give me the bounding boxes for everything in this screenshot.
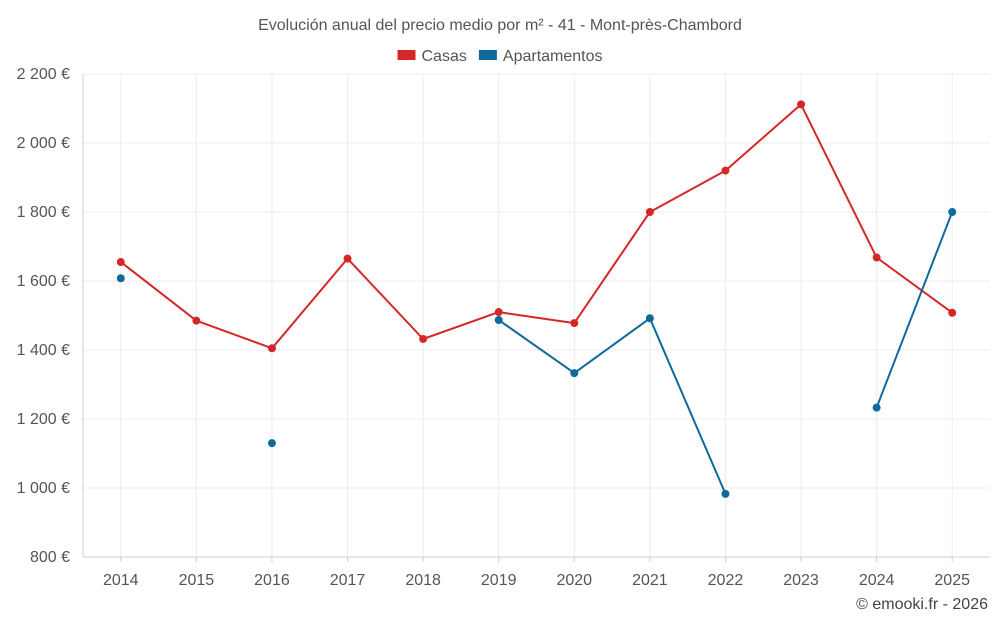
- y-tick-label: 1 600 €: [17, 273, 70, 290]
- data-point-apartamentos[interactable]: [267, 439, 276, 448]
- data-point-casas[interactable]: [797, 100, 806, 109]
- series-apartamentos: [116, 208, 957, 498]
- series-line-apartamentos: [498, 211, 954, 495]
- y-tick-label: 2 200 €: [17, 66, 70, 83]
- x-tick-label: 2016: [254, 572, 290, 589]
- data-point-casas[interactable]: [192, 316, 201, 325]
- y-tick-label: 800 €: [30, 549, 70, 566]
- y-tick-label: 2 000 €: [17, 135, 70, 152]
- legend-swatch: [478, 50, 497, 60]
- data-point-apartamentos[interactable]: [116, 274, 125, 283]
- series-layer: [116, 100, 957, 498]
- x-tick-label: 2021: [632, 572, 668, 589]
- credit-text: © emooki.fr - 2026: [856, 596, 988, 613]
- series-line-casas: [120, 103, 953, 350]
- x-tick-label: 2020: [556, 572, 592, 589]
- series-casas: [116, 100, 957, 353]
- data-point-casas[interactable]: [570, 319, 579, 328]
- legend[interactable]: Casas Apartamentos: [397, 48, 603, 65]
- x-tick-label: 2019: [481, 572, 517, 589]
- data-point-apartamentos[interactable]: [494, 315, 503, 324]
- data-point-casas[interactable]: [267, 344, 276, 353]
- data-point-casas[interactable]: [872, 253, 881, 262]
- x-tick-label: 2014: [103, 572, 139, 589]
- x-tick-label: 2022: [708, 572, 744, 589]
- chart-title: Evolución anual del precio medio por m² …: [258, 17, 742, 34]
- data-point-casas[interactable]: [721, 166, 730, 175]
- x-tick-label: 2018: [405, 572, 441, 589]
- grid-lines: [83, 73, 990, 558]
- data-point-apartamentos[interactable]: [570, 369, 579, 378]
- y-axis: 800 € 1 000 € 1 200 € 1 400 € 1 600 € 1 800 €…: [17, 66, 84, 566]
- x-tick-label: 2024: [859, 572, 895, 589]
- data-point-casas[interactable]: [343, 254, 352, 263]
- data-point-casas[interactable]: [948, 308, 957, 317]
- y-tick-label: 1 400 €: [17, 342, 70, 359]
- data-point-casas[interactable]: [645, 208, 654, 216]
- data-point-apartamentos[interactable]: [645, 314, 654, 323]
- legend-item-apartamentos[interactable]: Apartamentos: [478, 48, 603, 65]
- y-tick-label: 1 200 €: [17, 411, 70, 428]
- data-point-casas[interactable]: [494, 308, 503, 317]
- x-tick-label: 2025: [934, 572, 970, 589]
- data-point-apartamentos[interactable]: [872, 403, 881, 412]
- legend-label: Apartamentos: [503, 48, 603, 65]
- x-axis: 2014 2015 2016 2017 2018 2019 2020 2021 2022 2023…: [83, 556, 990, 589]
- legend-swatch: [397, 50, 416, 60]
- x-tick-label: 2015: [179, 572, 215, 589]
- y-tick-label: 1 000 €: [17, 480, 70, 497]
- data-point-apartamentos[interactable]: [721, 489, 730, 498]
- data-point-casas[interactable]: [116, 258, 125, 267]
- legend-item-casas[interactable]: Casas: [397, 48, 467, 65]
- x-tick-label: 2023: [783, 572, 819, 589]
- data-point-casas[interactable]: [419, 334, 428, 343]
- x-tick-label: 2017: [330, 572, 366, 589]
- data-point-apartamentos[interactable]: [948, 208, 957, 216]
- y-tick-label: 1 800 €: [17, 204, 70, 221]
- legend-label: Casas: [422, 48, 467, 65]
